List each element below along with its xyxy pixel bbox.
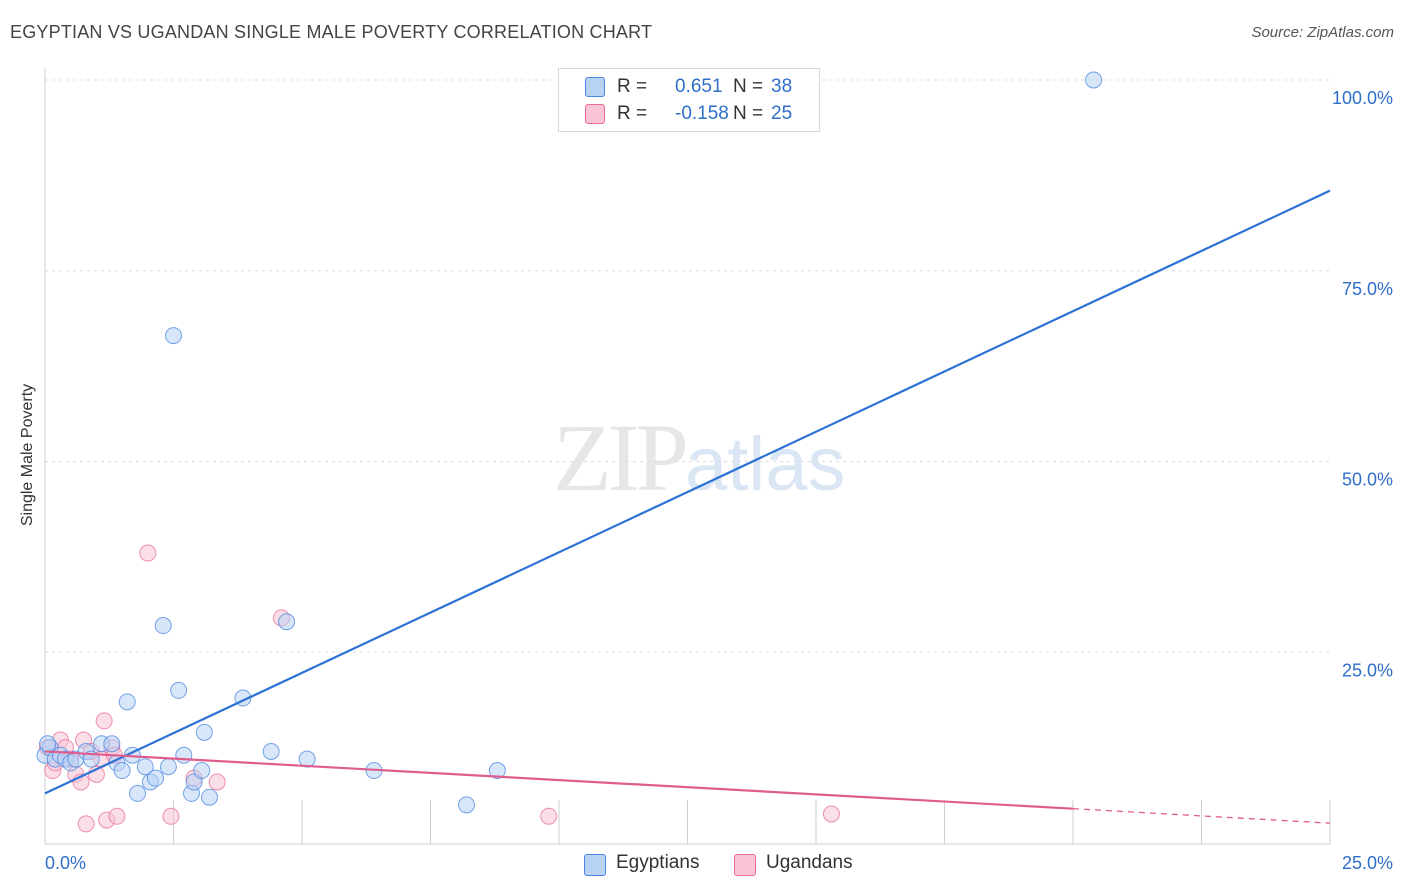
egyptians-point bbox=[118, 693, 136, 711]
r-label: R = bbox=[617, 103, 648, 124]
ugandans-point bbox=[77, 815, 95, 833]
trend-lines bbox=[44, 189, 1331, 824]
y-tick-label: 25.0% bbox=[1342, 660, 1393, 680]
ugandans-swatch bbox=[585, 104, 605, 124]
chart-title: EGYPTIAN VS UGANDAN SINGLE MALE POVERTY … bbox=[10, 22, 653, 42]
n-label: N = bbox=[733, 103, 764, 124]
tick-labels: 100.0% 75.0% 50.0% 25.0% 0.0% 25.0% bbox=[45, 88, 1393, 873]
egyptians-point bbox=[1085, 71, 1103, 89]
r-value-ugandans: -0.158 bbox=[675, 103, 729, 124]
ugandans-legend-swatch bbox=[734, 854, 756, 876]
egyptians-legend-label: Egyptians bbox=[616, 852, 700, 873]
r-label: R = bbox=[617, 76, 648, 97]
ugandans-legend-label: Ugandans bbox=[766, 852, 853, 873]
n-value-ugandans: 25 bbox=[771, 103, 793, 124]
egyptians-point bbox=[278, 613, 296, 631]
egyptians-point bbox=[103, 735, 121, 753]
egyptians-point bbox=[136, 758, 154, 776]
egyptians-point bbox=[147, 769, 165, 787]
egyptians-point bbox=[193, 762, 211, 780]
egyptians-swatch bbox=[585, 77, 605, 97]
egyptians-point bbox=[488, 762, 506, 780]
y-tick-label: 75.0% bbox=[1342, 279, 1393, 299]
ugandans-trend-line bbox=[1072, 808, 1331, 824]
y-tick-label: 100.0% bbox=[1332, 88, 1393, 108]
ugandans-trend-line bbox=[44, 750, 1074, 810]
egyptians-points bbox=[36, 71, 1103, 814]
egyptians-point bbox=[175, 746, 193, 764]
n-label: N = bbox=[733, 76, 764, 97]
watermark-zip: ZIP bbox=[553, 404, 689, 511]
egyptians-point bbox=[159, 758, 177, 776]
egyptians-point bbox=[170, 681, 188, 699]
x-tick-label-max: 25.0% bbox=[1342, 853, 1393, 873]
egyptians-point bbox=[195, 723, 213, 741]
egyptians-point bbox=[129, 784, 147, 802]
ugandans-point bbox=[95, 712, 113, 730]
ugandans-point bbox=[822, 805, 840, 823]
egyptians-point bbox=[113, 762, 131, 780]
source-credit: Source: ZipAtlas.com bbox=[1251, 24, 1394, 41]
egyptians-point bbox=[165, 327, 182, 345]
egyptians-trend-line bbox=[44, 189, 1331, 795]
ugandans-point bbox=[162, 807, 180, 825]
egyptians-point bbox=[457, 796, 475, 814]
ugandans-point bbox=[208, 773, 226, 791]
n-value-egyptians: 38 bbox=[771, 76, 793, 97]
ugandans-point bbox=[139, 544, 157, 562]
zipatlas-watermark: ZIPatlas bbox=[553, 402, 846, 513]
ugandans-point bbox=[108, 807, 126, 825]
watermark-atlas: atlas bbox=[685, 422, 846, 507]
egyptians-point bbox=[262, 742, 280, 760]
grid-lines bbox=[45, 79, 1330, 653]
r-value-egyptians: 0.651 bbox=[675, 76, 723, 97]
y-tick-label: 50.0% bbox=[1342, 470, 1393, 490]
egyptians-legend-swatch bbox=[584, 854, 606, 876]
ugandans-point bbox=[540, 807, 558, 825]
x-tick-label-min: 0.0% bbox=[45, 853, 86, 873]
axes bbox=[44, 68, 1331, 845]
egyptians-point bbox=[200, 788, 218, 806]
egyptians-point bbox=[39, 735, 57, 753]
stats-legend: R = 0.651 N = 38 R = -0.158 N = 25 bbox=[558, 68, 820, 132]
egyptians-point bbox=[154, 617, 172, 635]
